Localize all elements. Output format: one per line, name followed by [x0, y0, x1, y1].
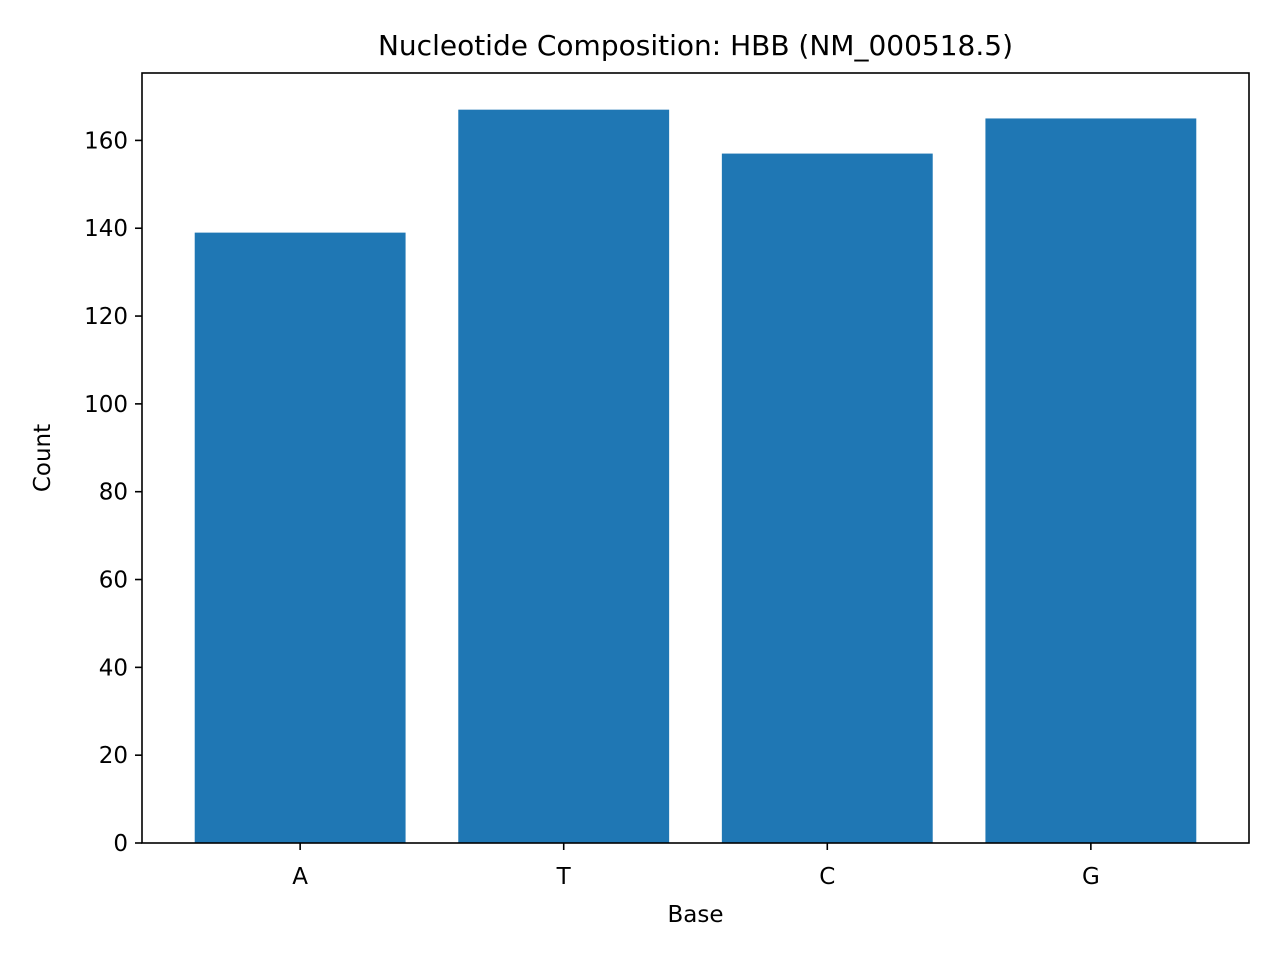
x-tick-label: T [556, 864, 572, 890]
y-axis-title: Count [30, 424, 56, 492]
x-tick-label: C [819, 864, 835, 890]
bar-T [458, 109, 670, 843]
x-axis-title: Base [667, 902, 723, 928]
y-tick-label: 0 [113, 831, 128, 857]
chart-title: Nucleotide Composition: HBB (NM_000518.5… [378, 29, 1013, 62]
y-axis-ticks: 0 20 40 60 80 100 120 140 160 [84, 128, 142, 857]
x-tick-label: G [1082, 864, 1100, 890]
y-tick-label: 60 [99, 568, 128, 594]
bar-C [721, 153, 933, 843]
bars-group [194, 109, 1197, 844]
y-tick-label: 20 [99, 743, 128, 769]
y-tick-label: 120 [84, 304, 128, 330]
bar-G [985, 118, 1197, 844]
plot-frame [141, 72, 1250, 844]
bar-A [194, 232, 406, 844]
y-tick-label: 80 [99, 480, 128, 506]
y-tick-label: 160 [84, 128, 128, 154]
x-tick-label: A [292, 864, 308, 890]
y-tick-label: 40 [99, 655, 128, 681]
y-tick-label: 100 [84, 392, 128, 418]
y-tick-label: 140 [84, 216, 128, 242]
